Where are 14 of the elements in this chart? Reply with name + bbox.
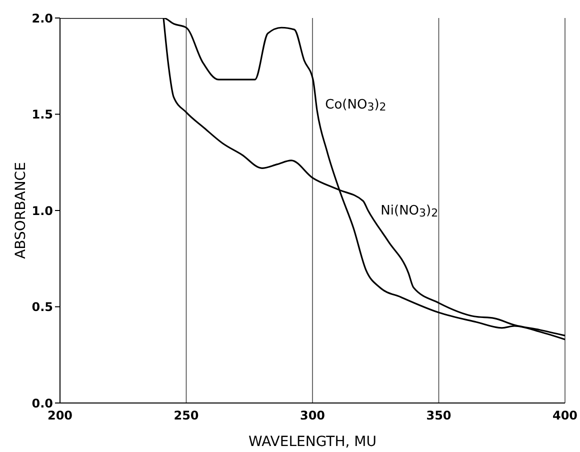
x-tick-label: 350	[426, 408, 452, 423]
y-tick-label: 0.5	[32, 300, 53, 314]
x-tick-label: 300	[300, 408, 326, 423]
y-tick-label: 1.5	[32, 108, 53, 122]
x-tick-label: 250	[174, 408, 199, 423]
x-tick-label: 400	[552, 408, 578, 423]
series-label: Ni(NO$_{3}$)$_{2}$	[380, 203, 438, 220]
y-axis-title: ABSORBANCE	[12, 162, 29, 259]
y-tick-label: 0.0	[32, 396, 53, 410]
x-tick-label: 200	[47, 408, 73, 423]
series-label: Co(NO$_{3}$)$_{2}$	[325, 97, 386, 114]
y-tick-label: 1.0	[32, 204, 53, 218]
x-axis-title: WAVELENGTH, MU	[248, 434, 376, 450]
y-tick-label: 2.0	[32, 11, 53, 26]
